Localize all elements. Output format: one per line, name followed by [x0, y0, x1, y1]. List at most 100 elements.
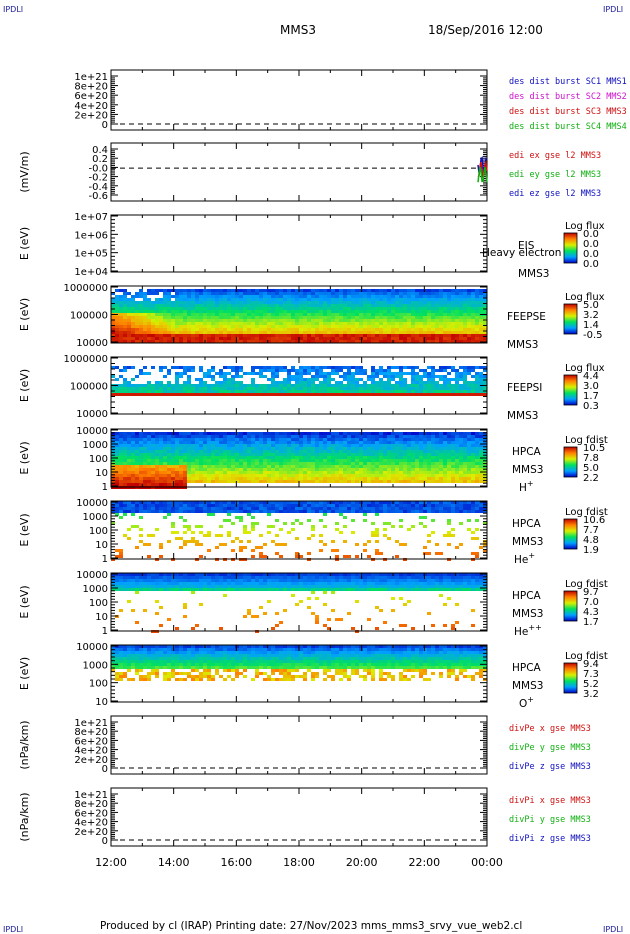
spectrogram-cell [263, 456, 267, 459]
spectrogram-cell [131, 340, 135, 343]
spectrogram-cell [403, 432, 407, 435]
spectrogram-cell [127, 381, 131, 384]
spectrogram-cell [127, 504, 131, 507]
spectrogram-cell [227, 292, 231, 295]
spectrogram-cell [175, 322, 179, 325]
spectrogram-cell [127, 444, 131, 447]
spectrogram-cell [463, 298, 467, 301]
spectrogram-cell [351, 387, 355, 390]
spectrogram-cell [271, 450, 275, 453]
spectrogram-cell [479, 298, 483, 301]
spectrogram-cell [123, 435, 127, 438]
spectrogram-cell [463, 292, 467, 295]
spectrogram-cell [419, 462, 423, 465]
spectrogram-cell [183, 447, 187, 450]
spectrogram-cell [255, 331, 259, 334]
spectrogram-cell [219, 480, 223, 483]
spectrogram-cell [239, 456, 243, 459]
spectrogram-cell [463, 462, 467, 465]
spectrogram-cell [463, 289, 467, 292]
spectrogram-cell [379, 462, 383, 465]
spectrogram-cell [463, 444, 467, 447]
spectrogram-cell [195, 525, 199, 528]
spectrogram-cell [259, 328, 263, 331]
spectrogram-cell [203, 334, 207, 337]
spectrogram-cell [267, 313, 271, 316]
spectrogram-cell [171, 504, 175, 507]
spectrogram-cell [395, 387, 399, 390]
spectrogram-cell [267, 471, 271, 474]
spectrogram-cell [175, 366, 179, 369]
spectrogram-cell [287, 322, 291, 325]
legend-entry: des dist burst SC1 MMS1 [509, 77, 627, 87]
spectrogram-cell [279, 474, 283, 477]
spectrogram-cell [327, 471, 331, 474]
spectrogram-cell [271, 313, 275, 316]
spectrogram-cell [207, 435, 211, 438]
spectrogram-cell [143, 325, 147, 328]
spectrogram-cell [343, 328, 347, 331]
spectrogram-cell [463, 438, 467, 441]
spectrogram-cell [451, 465, 455, 468]
spectrogram-cell [223, 510, 227, 513]
spectrogram-cell [363, 307, 367, 310]
spectrogram-cell [403, 435, 407, 438]
spectrogram-cell [283, 465, 287, 468]
spectrogram-cell [311, 468, 315, 471]
spectrogram-cell [427, 480, 431, 483]
spectrogram-cell [331, 319, 335, 322]
spectrogram-cell [327, 328, 331, 331]
spectrogram-cell [375, 313, 379, 316]
spectrogram-cell [335, 366, 339, 369]
spectrogram-cell [219, 289, 223, 292]
spectrogram-cell [303, 480, 307, 483]
spectrogram-cell [263, 504, 267, 507]
spectrogram-cell [367, 340, 371, 343]
spectrogram-cell [383, 444, 387, 447]
spectrogram-cell [435, 298, 439, 301]
spectrogram-cell [291, 435, 295, 438]
spectrogram-cell [367, 292, 371, 295]
spectrogram-cell [431, 456, 435, 459]
spectrogram-cell [151, 438, 155, 441]
spectrogram-cell [375, 310, 379, 313]
spectrogram-cell [415, 447, 419, 450]
spectrogram-cell [375, 540, 379, 543]
spectrogram-cell [207, 468, 211, 471]
spectrogram-cell [475, 340, 479, 343]
spectrogram-cell [243, 325, 247, 328]
spectrogram-cell [311, 295, 315, 298]
spectrogram-cell [371, 384, 375, 387]
spectrogram-cell [363, 432, 367, 435]
spectrogram-cell [431, 480, 435, 483]
spectrogram-cell [211, 501, 215, 504]
spectrogram-cell [267, 474, 271, 477]
spectrogram-cell [239, 384, 243, 387]
spectrogram-cell [299, 468, 303, 471]
spectrogram-cell [255, 387, 259, 390]
spectrogram-cell [311, 501, 315, 504]
spectrogram-cell [191, 462, 195, 465]
spectrogram-cell [311, 369, 315, 372]
spectrogram-cell [443, 369, 447, 372]
spectrogram-cell [227, 313, 231, 316]
spectrogram-cell [163, 507, 167, 510]
spectrogram-cell [395, 456, 399, 459]
spectrogram-cell [135, 322, 139, 325]
spectrogram-cell [439, 292, 443, 295]
spectrogram-cell [435, 307, 439, 310]
spectrogram-cell [299, 507, 303, 510]
spectrogram-cell [363, 477, 367, 480]
spectrogram-cell [475, 447, 479, 450]
spectrogram-cell [223, 447, 227, 450]
spectrogram-cell [443, 334, 447, 337]
spectrogram-cell [343, 477, 347, 480]
spectrogram-cell [343, 447, 347, 450]
spectrogram-cell [111, 474, 115, 477]
spectrogram-cell [319, 477, 323, 480]
spectrogram-cell [247, 301, 251, 304]
spectrogram-cell [363, 310, 367, 313]
spectrogram-cell [123, 459, 127, 462]
spectrogram-cell [151, 387, 155, 390]
spectrogram-cell [363, 313, 367, 316]
